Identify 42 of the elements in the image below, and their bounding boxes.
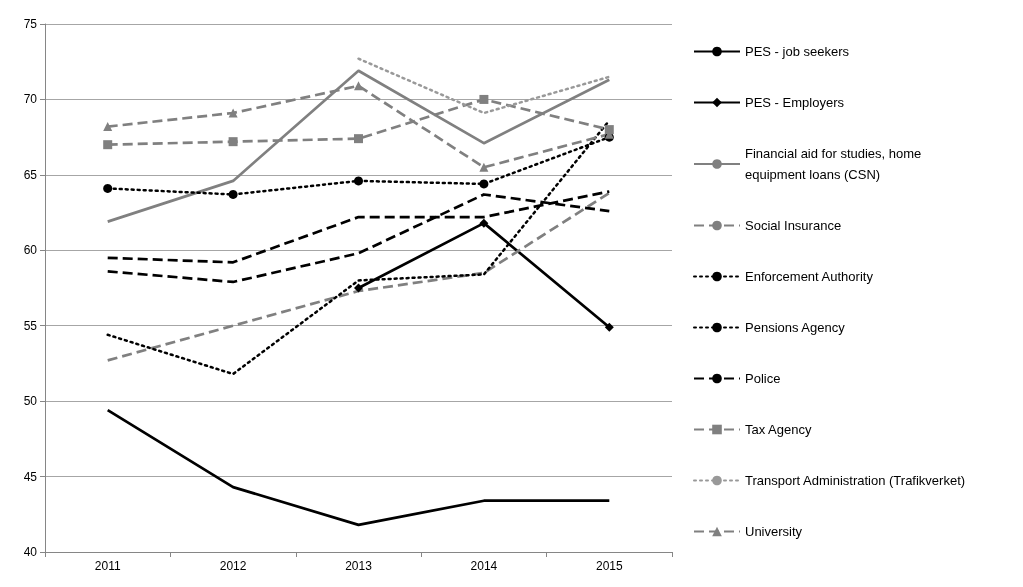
legend-label: Police [745, 371, 781, 386]
point [354, 81, 363, 91]
line-series [106, 408, 611, 527]
legend-label: Tax Agency [745, 422, 812, 437]
x-tick-label: 2015 [595, 559, 623, 573]
y-tick-label: 55 [23, 318, 38, 333]
legend-label: Financial aid for studies, home equipment loans (CSN) [745, 146, 925, 182]
point [228, 137, 238, 147]
legend-label: Pensions Agency [745, 320, 846, 335]
point [103, 140, 113, 150]
point [354, 134, 363, 144]
point [354, 283, 363, 293]
legend-label: Transport Administration (Trafikverket) [745, 473, 966, 488]
y-tick-label: 40 [23, 545, 38, 559]
y-tick-label: 65 [23, 167, 38, 182]
y-tick-label: 45 [23, 469, 38, 484]
legend-label: Social Insurance [745, 218, 842, 233]
point [354, 176, 363, 186]
point [103, 122, 113, 132]
legend-label: Enforcement Authority [745, 269, 874, 284]
point [479, 94, 489, 104]
x-tick-label: 2011 [94, 559, 121, 573]
legend-label: University [745, 524, 803, 539]
point [228, 108, 238, 118]
y-tick-label: 50 [23, 394, 38, 409]
x-tick-label: 2014 [470, 559, 498, 573]
line-series [106, 119, 611, 376]
point [479, 218, 489, 228]
legend-label: PES - Employers [745, 95, 845, 110]
point [479, 162, 489, 172]
point [103, 183, 113, 193]
point [604, 322, 614, 332]
point [479, 179, 489, 189]
x-tick-label: 2013 [345, 559, 373, 573]
line-series [106, 69, 611, 223]
x-tick-label: 2012 [219, 559, 247, 573]
line-series [106, 191, 611, 362]
point [228, 189, 238, 199]
y-tick-label: 75 [23, 17, 38, 31]
y-tick-label: 70 [23, 92, 38, 107]
legend-label: PES - job seekers [745, 44, 850, 59]
y-tick-label: 60 [23, 243, 38, 258]
